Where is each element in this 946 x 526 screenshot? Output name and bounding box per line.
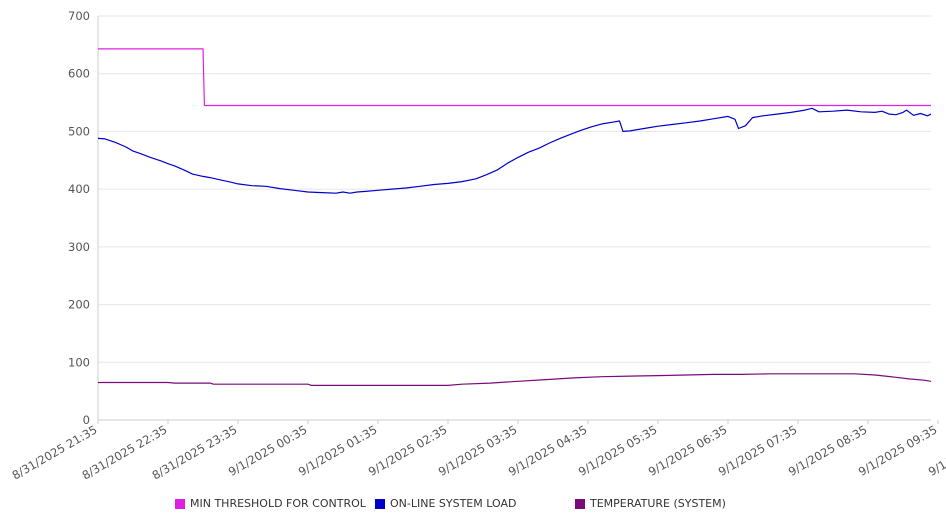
series-layer [97, 48, 932, 386]
legend-swatch-system-load [375, 498, 385, 509]
y-tick-label: 700 [68, 9, 90, 23]
series-line-2 [98, 373, 932, 386]
legend-swatch-min-threshold [175, 498, 185, 509]
y-tick-label: 500 [68, 124, 90, 138]
y-tick-label: 600 [68, 67, 90, 81]
y-tick-label: 0 [83, 413, 90, 427]
series-line-1 [97, 107, 932, 194]
y-tick-label: 400 [68, 182, 90, 196]
y-tick-label: 200 [68, 298, 90, 312]
legend-label-temperature: TEMPERATURE (SYSTEM) [590, 497, 726, 510]
legend: MIN THRESHOLD FOR CONTROL ON-LINE SYSTEM… [0, 497, 946, 515]
legend-swatch-temperature [575, 498, 585, 509]
y-axis: 0 100 200 300 400 500 600 700 [68, 9, 99, 427]
legend-item-system-load[interactable]: ON-LINE SYSTEM LOAD [375, 497, 516, 510]
y-tick-label: 300 [68, 240, 90, 254]
legend-label-system-load: ON-LINE SYSTEM LOAD [390, 497, 517, 510]
x-axis: 8/31/2025 21:358/31/2025 22:358/31/2025 … [10, 419, 946, 482]
legend-label-min-threshold: MIN THRESHOLD FOR CONTROL [190, 497, 366, 510]
series-line-0 [98, 48, 931, 107]
legend-item-temperature[interactable]: TEMPERATURE (SYSTEM) [575, 497, 726, 510]
y-tick-label: 100 [68, 355, 90, 369]
legend-item-min-threshold[interactable]: MIN THRESHOLD FOR CONTROL [175, 497, 366, 510]
grid-lines [98, 15, 931, 421]
